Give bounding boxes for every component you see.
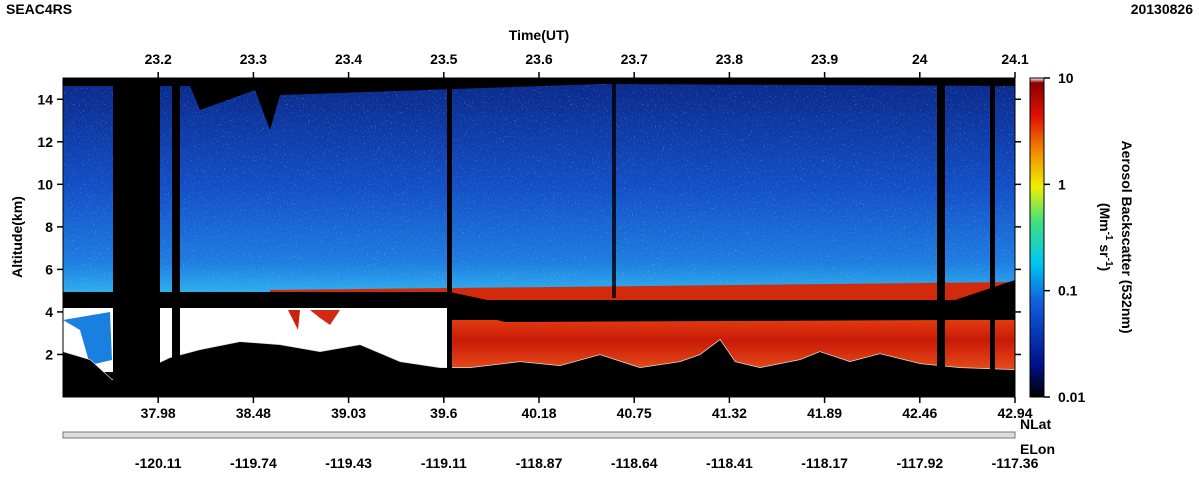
lon-tick-label: -117.36 (992, 455, 1039, 471)
colorbar-unit: (Mm-1 sr-1) (1097, 203, 1114, 271)
lat-tick-label: 38.48 (236, 405, 271, 421)
x-tick-label: 23.9 (811, 51, 838, 67)
colorbar-tick-label: 10 (1058, 70, 1074, 86)
colorbar-tick-label: 0.1 (1058, 283, 1078, 299)
lon-tick-label: -119.11 (421, 455, 467, 471)
x-tick-label: 23.4 (335, 51, 362, 67)
y-tick-label: 8 (45, 219, 53, 235)
y-tick-label: 10 (37, 176, 53, 192)
lon-tick-label: -119.43 (325, 455, 372, 471)
lon-tick-label: -118.87 (516, 455, 563, 471)
lat-tick-label: 39.03 (331, 405, 366, 421)
lat-tick-label: 37.98 (141, 405, 176, 421)
y-tick-label: 4 (45, 304, 53, 320)
title: SEAC4RS (6, 1, 72, 17)
lat-tick-label: 42.94 (997, 405, 1032, 421)
x-tick-label: 23.3 (240, 51, 267, 67)
lat-tick-label: 41.32 (712, 405, 747, 421)
x-tick-label: 23.8 (716, 51, 743, 67)
lat-tick-label: 39.6 (430, 405, 457, 421)
lon-tick-label: -117.92 (896, 455, 943, 471)
x-tick-label: 24 (912, 51, 928, 67)
x-tick-label: 23.5 (430, 51, 457, 67)
lon-tick-label: -118.41 (706, 455, 753, 471)
lon-label: ELon (1020, 441, 1055, 457)
unit-sup: -1 (1103, 258, 1114, 267)
x-tick-label: 23.2 (145, 51, 172, 67)
x-tick-label: 23.7 (621, 51, 648, 67)
y-axis-title: Altitude(km) (9, 196, 25, 278)
colorbar-title: Aerosol Backscatter (532nm) (1119, 141, 1135, 334)
x-tick-label: 23.6 (525, 51, 552, 67)
y-tick-label: 6 (45, 261, 53, 277)
lat-tick-label: 40.18 (521, 405, 556, 421)
lon-tick-label: -120.11 (135, 455, 182, 471)
lat-tick-label: 41.89 (807, 405, 842, 421)
y-tick-label: 2 (45, 346, 53, 362)
lon-tick-label: -118.64 (611, 455, 658, 471)
unit-text: ) (1097, 267, 1113, 272)
unit-text: sr (1097, 240, 1113, 258)
unit-sup: -1 (1103, 232, 1114, 241)
colorbar-tick-label: 1 (1058, 176, 1066, 192)
lon-tick-label: -118.17 (801, 455, 848, 471)
colorbar (1029, 77, 1045, 398)
lat-tick-label: 40.75 (617, 405, 652, 421)
y-tick-label: 14 (37, 91, 53, 107)
lon-tick-label: -119.74 (230, 455, 277, 471)
date: 20130826 (1131, 1, 1194, 17)
track-bar (62, 431, 1016, 439)
lat-tick-label: 42.46 (902, 405, 937, 421)
y-tick-label: 12 (37, 134, 53, 150)
curtain (62, 78, 1016, 397)
lat-label: NLat (1020, 416, 1051, 432)
colorbar-tick-label: 0.01 (1058, 389, 1085, 405)
x-axis-title: Time(UT) (509, 27, 569, 43)
unit-text: (Mm (1097, 203, 1113, 232)
x-tick-label: 24.1 (1001, 51, 1028, 67)
